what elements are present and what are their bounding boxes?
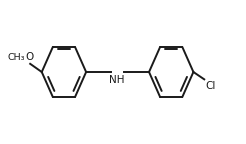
- Text: CH₃: CH₃: [7, 53, 25, 62]
- Text: NH: NH: [109, 75, 125, 85]
- Text: O: O: [25, 52, 34, 62]
- Text: Cl: Cl: [205, 82, 216, 91]
